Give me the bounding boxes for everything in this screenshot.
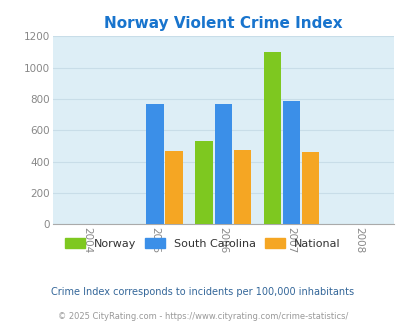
Bar [214, 104, 232, 224]
Bar [282, 101, 300, 224]
Bar [165, 151, 183, 224]
Text: © 2025 CityRating.com - https://www.cityrating.com/crime-statistics/: © 2025 CityRating.com - https://www.city… [58, 312, 347, 321]
Bar [263, 52, 281, 224]
Legend: Norway, South Carolina, National: Norway, South Carolina, National [62, 234, 343, 252]
Bar [233, 150, 251, 224]
Bar [301, 152, 319, 224]
Title: Norway Violent Crime Index: Norway Violent Crime Index [104, 16, 342, 31]
Bar [195, 141, 213, 224]
Text: Crime Index corresponds to incidents per 100,000 inhabitants: Crime Index corresponds to incidents per… [51, 287, 354, 297]
Bar [146, 104, 164, 224]
